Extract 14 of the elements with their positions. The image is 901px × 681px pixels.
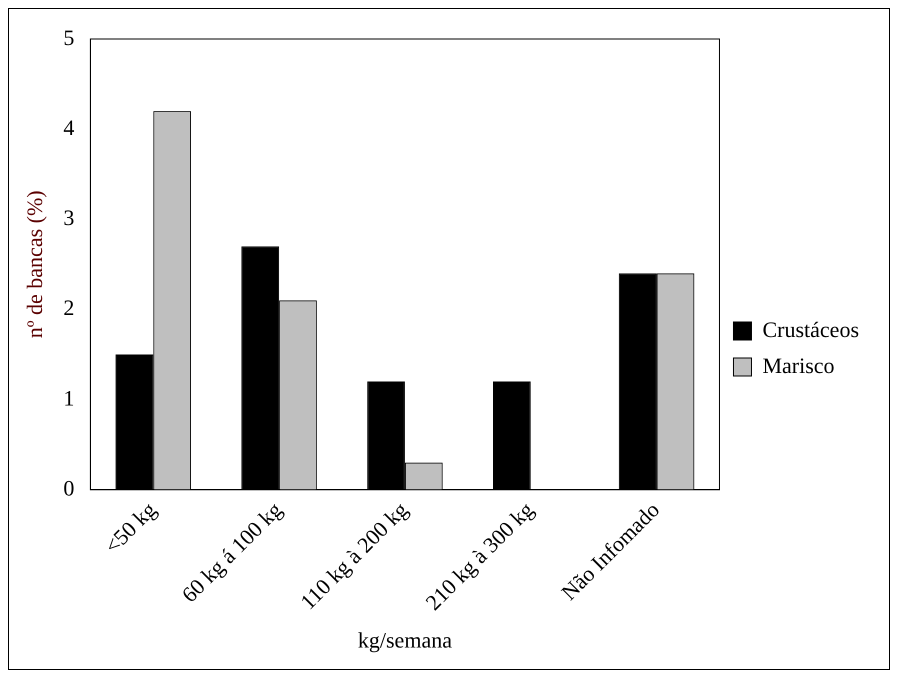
x-axis-title: kg/semana (358, 628, 452, 653)
y-tick-label: 1 (63, 385, 74, 410)
x-tick-label: 60 kg á 100 kg (176, 496, 287, 608)
x-tick-label: 210 kg à 300 kg (420, 496, 538, 615)
y-axis-title: nº de bancas (%) (22, 190, 47, 338)
legend-label: Crustáceos (762, 316, 859, 342)
y-tick-label: 5 (63, 24, 74, 50)
legend-label: Marisco (762, 352, 835, 378)
x-tick-label: 110 kg à 200 kg (295, 496, 413, 614)
y-tick-label: 2 (63, 295, 74, 320)
y-tick-label: 3 (63, 205, 74, 230)
x-tick-label: <50 kg (99, 496, 161, 558)
y-tick-label: 0 (63, 475, 74, 500)
y-tick-label: 4 (63, 114, 74, 140)
